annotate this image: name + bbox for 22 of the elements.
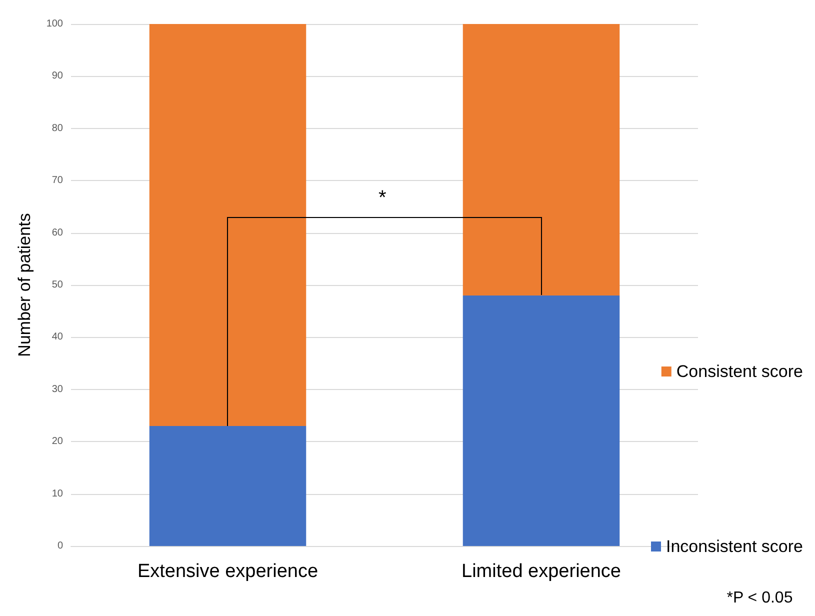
annotation: * — [378, 187, 386, 210]
bar — [149, 426, 306, 546]
y-tick-label: 80 — [52, 122, 64, 134]
y-tick-label: 70 — [52, 175, 64, 186]
x-tick-label: Extensive experience — [137, 561, 318, 582]
legend-label: Consistent score — [676, 362, 804, 381]
bar — [462, 24, 620, 296]
y-tick-label: 90 — [52, 70, 64, 82]
y-tick-label: 50 — [52, 280, 64, 290]
y-tick-label: 40 — [52, 332, 64, 343]
bar — [462, 295, 620, 546]
y-tick-label: 20 — [52, 436, 64, 448]
y-tick-label: 0 — [57, 540, 64, 552]
y-tick-label: 60 — [52, 227, 64, 238]
y-axis-title: Number of patients — [15, 213, 34, 357]
bar — [149, 24, 306, 426]
legend-label: Inconsistent score — [666, 537, 804, 556]
x-tick-label: Limited experience — [462, 561, 621, 582]
y-tick-label: 100 — [46, 18, 64, 30]
y-tick-label: 10 — [52, 488, 64, 500]
y-tick-label: 30 — [52, 384, 64, 395]
text: *P < 0.05 — [726, 590, 793, 606]
